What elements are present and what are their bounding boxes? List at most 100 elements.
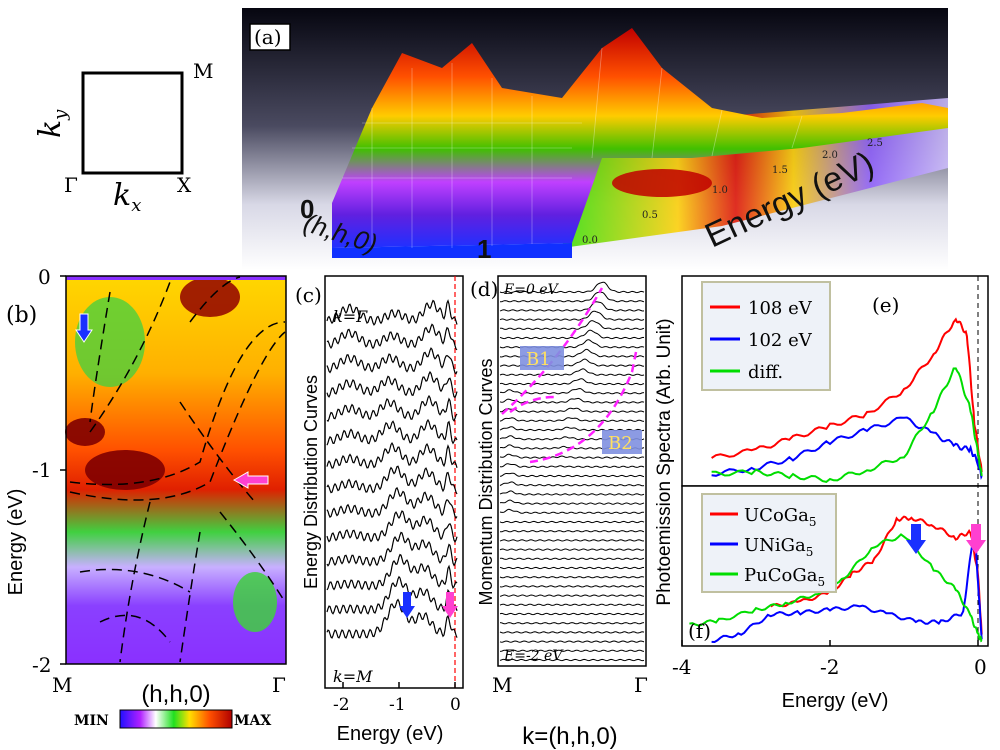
panel-b-band-11 [99,614,171,643]
panel-b-x-right: Γ [272,673,286,697]
panel-b-band-7 [79,568,191,593]
panel-d-mdc-curve [499,566,645,570]
panel-e-line-diff- [711,367,983,483]
panel-d-mdc-curve [499,329,645,340]
panel-e-legend-label-3: diff. [748,362,783,383]
panel-d-mdc-curve [499,397,645,404]
panel-f-legend-items: UCoGa5 UNiGa5 PuCoGa5 [710,505,825,589]
panel-ef-xtick-0: -4 [672,655,691,679]
panel-d-x-right: Γ [634,673,648,697]
panel-b-colorbar-min: MIN [74,713,109,729]
brillouin-zone-sketch: ky kx Γ X M [33,59,213,216]
panel-d-curves [499,281,645,662]
panel-d-b2-label: B2 [608,433,633,454]
panel-d-mdc-curve [499,453,645,459]
panel-a-tick-5: 2.5 [867,138,883,149]
panel-d-mdc-curve [499,417,645,422]
x-point-label: X [177,173,192,197]
panel-d-mdc-curve [499,622,645,625]
panel-ef-x-ticks [681,640,979,646]
panel-c-edc-curve [326,441,458,469]
panel-a-tick-0: 0.0 [582,235,598,246]
panel-d-mdc-curve [499,508,645,514]
panel-d-mdc-curve [499,426,645,432]
panel-b-band-5 [189,276,241,323]
panel-f-legend-label-2: UNiGa5 [744,535,813,559]
panel-f-line-pucoga5 [689,533,983,643]
panel-c-edc-curve [326,299,458,326]
panel-ef-xtick-2: 0 [974,655,987,679]
panel-c-edc-curve [326,486,458,520]
panel-b-band-4 [89,291,111,423]
panel-b-dark-blob-3 [85,450,165,490]
panel-d-mdc-curve [499,557,645,560]
panel-d-mdc-curve [499,631,645,634]
panel-a-floor-peak [612,169,712,197]
panel-b-ytick-0: 0 [38,265,51,289]
panel-b-tag: (b) [6,303,37,328]
panel-c-edc-curve [326,370,458,399]
panel-b-dark-blob-2 [65,418,105,446]
panel-d-b1-label: B1 [526,349,551,370]
panel-a-k-one: 1 [477,234,491,264]
panel-b-band-10 [179,531,201,663]
panel-a-mesh [342,47,803,248]
panel-d-mdc-curve [499,548,645,551]
panel-a-k-zero: 0 [300,194,314,224]
panel-b-top-strip [66,276,286,280]
panel-b-blue-arrow-icon [75,313,93,343]
panel-f-legend-label-1: UCoGa5 [744,505,817,529]
panel-d-tag: (d) [470,277,498,301]
panel-e-line-102-ev [711,416,983,480]
panel-c-magenta-arrow-icon [442,592,458,618]
panel-d-top-label: E=0 eV [503,282,560,298]
panel-c-edc-curve [326,347,458,375]
ky-label: ky [33,109,71,138]
panel-b-ytick-2: -2 [32,653,51,677]
panel-d-mdc-curve [499,530,645,533]
panel-c-edc-curve [326,323,458,351]
panel-c-curves [326,299,458,639]
panel-d-b3-guide [509,395,556,414]
panel-c-edc-curve [326,598,458,639]
panel-c-xtick-1: -1 [389,695,406,715]
panel-e-legend-label-2: 102 eV [748,330,813,351]
panel-f-blue-arrow-icon [906,524,926,554]
panel-f-legend-label-3: PuCoGa5 [744,565,825,589]
panel-d-frame [497,275,647,667]
panel-b-magenta-arrow-icon [232,471,269,489]
panel-ef-spectra: 108 eV 102 eV diff. (e) UCoGa5 UNiGa5 Pu… [654,275,989,712]
panel-c-ylabel: Energy Distribution Curves [301,375,321,589]
panel-d-mdc-curve [499,490,645,496]
panel-f-magenta-arrow-icon [966,524,986,554]
panel-b-band-3 [89,281,171,433]
panel-d-mdc-curve [499,407,645,413]
panel-b-xlabel: (h,h,0) [141,681,210,708]
panel-e-legend-items: 108 eV 102 eV diff. [710,298,813,383]
panel-d-mdc-curve [499,612,645,616]
panel-b-band-8 [119,501,151,663]
panel-d-mdc-curve [499,594,645,597]
panel-c-edc-curve [326,575,458,615]
panel-a-tag: (a) [254,25,282,49]
panel-b-intensity-map: 0 -1 -2 (b) Energy (eV) M Γ (h,h,0) MIN … [5,265,287,729]
panel-b-band-2 [69,331,286,501]
panel-a-tick-2: 1.0 [712,185,728,196]
panel-d-b2-box [602,430,642,454]
panel-d-mdc-curve [499,520,645,524]
panel-a-surface [332,28,948,248]
panel-ef-xlabel: Energy (eV) [782,690,889,712]
panel-c-edc-curve [326,418,458,446]
panel-e-tag: (e) [872,293,899,317]
panel-d-mdc-curve [499,649,645,652]
panel-a-tag-box [249,23,291,51]
panel-d-mdc-curve [499,603,645,606]
panel-c-edc-curve [326,553,458,591]
panel-d-mdc-curve [499,658,645,662]
panel-a-surface-front [332,243,572,258]
panel-c-edc-curve [326,465,458,495]
panel-d-mdc-curve [499,320,645,330]
panel-b-band-guides [69,276,286,663]
panel-ef-ylabel: Photoemission Spectra (Arb. Unit) [654,318,675,605]
m-point-label: M [193,59,213,83]
